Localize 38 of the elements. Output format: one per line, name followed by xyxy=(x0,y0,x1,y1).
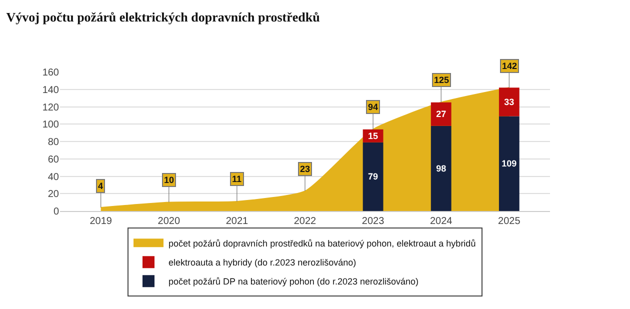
y-tick-label: 40 xyxy=(48,172,60,183)
bar xyxy=(498,88,520,116)
y-tick-label: 120 xyxy=(42,102,60,114)
legend-label: počet požárů dopravních prostředků na bateriový pohon, elektroaut a hybridů xyxy=(168,238,476,249)
x-tick-label: 2019 xyxy=(90,216,112,227)
y-tick-label: 20 xyxy=(48,189,60,200)
x-tick-label: 2025 xyxy=(498,216,521,227)
x-tick-label: 2023 xyxy=(362,216,385,227)
y-tick-label: 60 xyxy=(48,154,60,166)
y-tick-label: 80 xyxy=(48,137,60,148)
y-tick-label: 160 xyxy=(42,68,60,78)
x-tick-label: 2022 xyxy=(294,216,317,227)
bar xyxy=(430,102,452,126)
data-label: 142 xyxy=(502,61,518,71)
data-label: 4 xyxy=(98,181,104,191)
data-label: 10 xyxy=(164,175,174,185)
bar xyxy=(362,142,384,211)
bar xyxy=(430,126,452,211)
data-label: 109 xyxy=(502,158,517,169)
data-label: 98 xyxy=(436,163,446,174)
legend-label: počet požárů DP na bateriový pohon (do r.2023 nerozlišováno) xyxy=(168,276,418,287)
data-label: 94 xyxy=(368,102,378,112)
data-label: 125 xyxy=(434,75,450,85)
y-tick-label: 100 xyxy=(42,120,60,131)
data-label: 79 xyxy=(368,172,378,182)
x-tick-label: 2020 xyxy=(158,216,180,227)
legend-label: elektroauta a hybridy (do r.2023 nerozlišováno) xyxy=(168,258,356,268)
x-tick-label: 2024 xyxy=(430,216,453,227)
data-label: 23 xyxy=(300,164,310,174)
bar xyxy=(498,116,520,211)
data-label: 11 xyxy=(232,174,242,184)
chart-title: Vývoj počtu požárů elektrických dopravních prostředků xyxy=(6,9,320,24)
y-tick-label: 0 xyxy=(53,206,60,218)
y-tick-label: 140 xyxy=(42,84,60,96)
data-label: 15 xyxy=(368,130,378,141)
data-label: 33 xyxy=(504,96,514,107)
data-label: 27 xyxy=(436,109,446,120)
x-tick-label: 2021 xyxy=(226,216,248,227)
